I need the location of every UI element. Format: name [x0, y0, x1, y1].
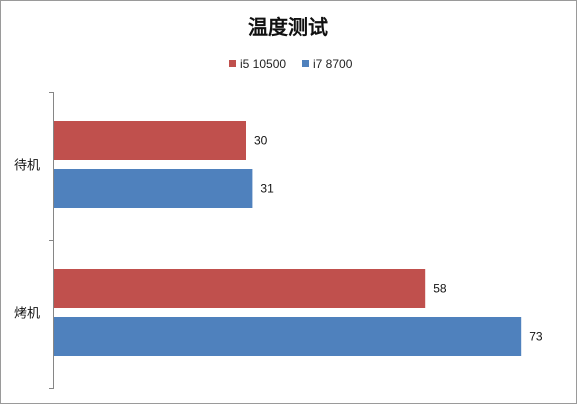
chart-title: 温度测试 — [248, 15, 328, 39]
category-label-0: 待机 — [14, 159, 40, 174]
legend-label-i7-8700: i7 8700 — [313, 57, 353, 71]
bar-0-1 — [54, 169, 253, 208]
bar-1-1 — [54, 317, 522, 356]
legend-label-i5-10500: i5 10500 — [240, 57, 286, 71]
bars-group — [54, 121, 522, 356]
legend-swatch-i7-8700 — [302, 60, 309, 67]
data-label-0-0: 30 — [254, 134, 268, 148]
legend: i5 10500 i7 8700 — [229, 57, 353, 71]
data-label-1-0: 58 — [433, 282, 447, 296]
data-labels-group: 30 31 58 73 — [254, 134, 543, 344]
bar-1-0 — [54, 269, 426, 308]
legend-swatch-i5-10500 — [229, 60, 236, 67]
data-label-1-1: 73 — [529, 330, 543, 344]
category-label-1: 烤机 — [14, 307, 40, 322]
bar-0-0 — [54, 121, 246, 160]
data-label-0-1: 31 — [260, 182, 274, 196]
